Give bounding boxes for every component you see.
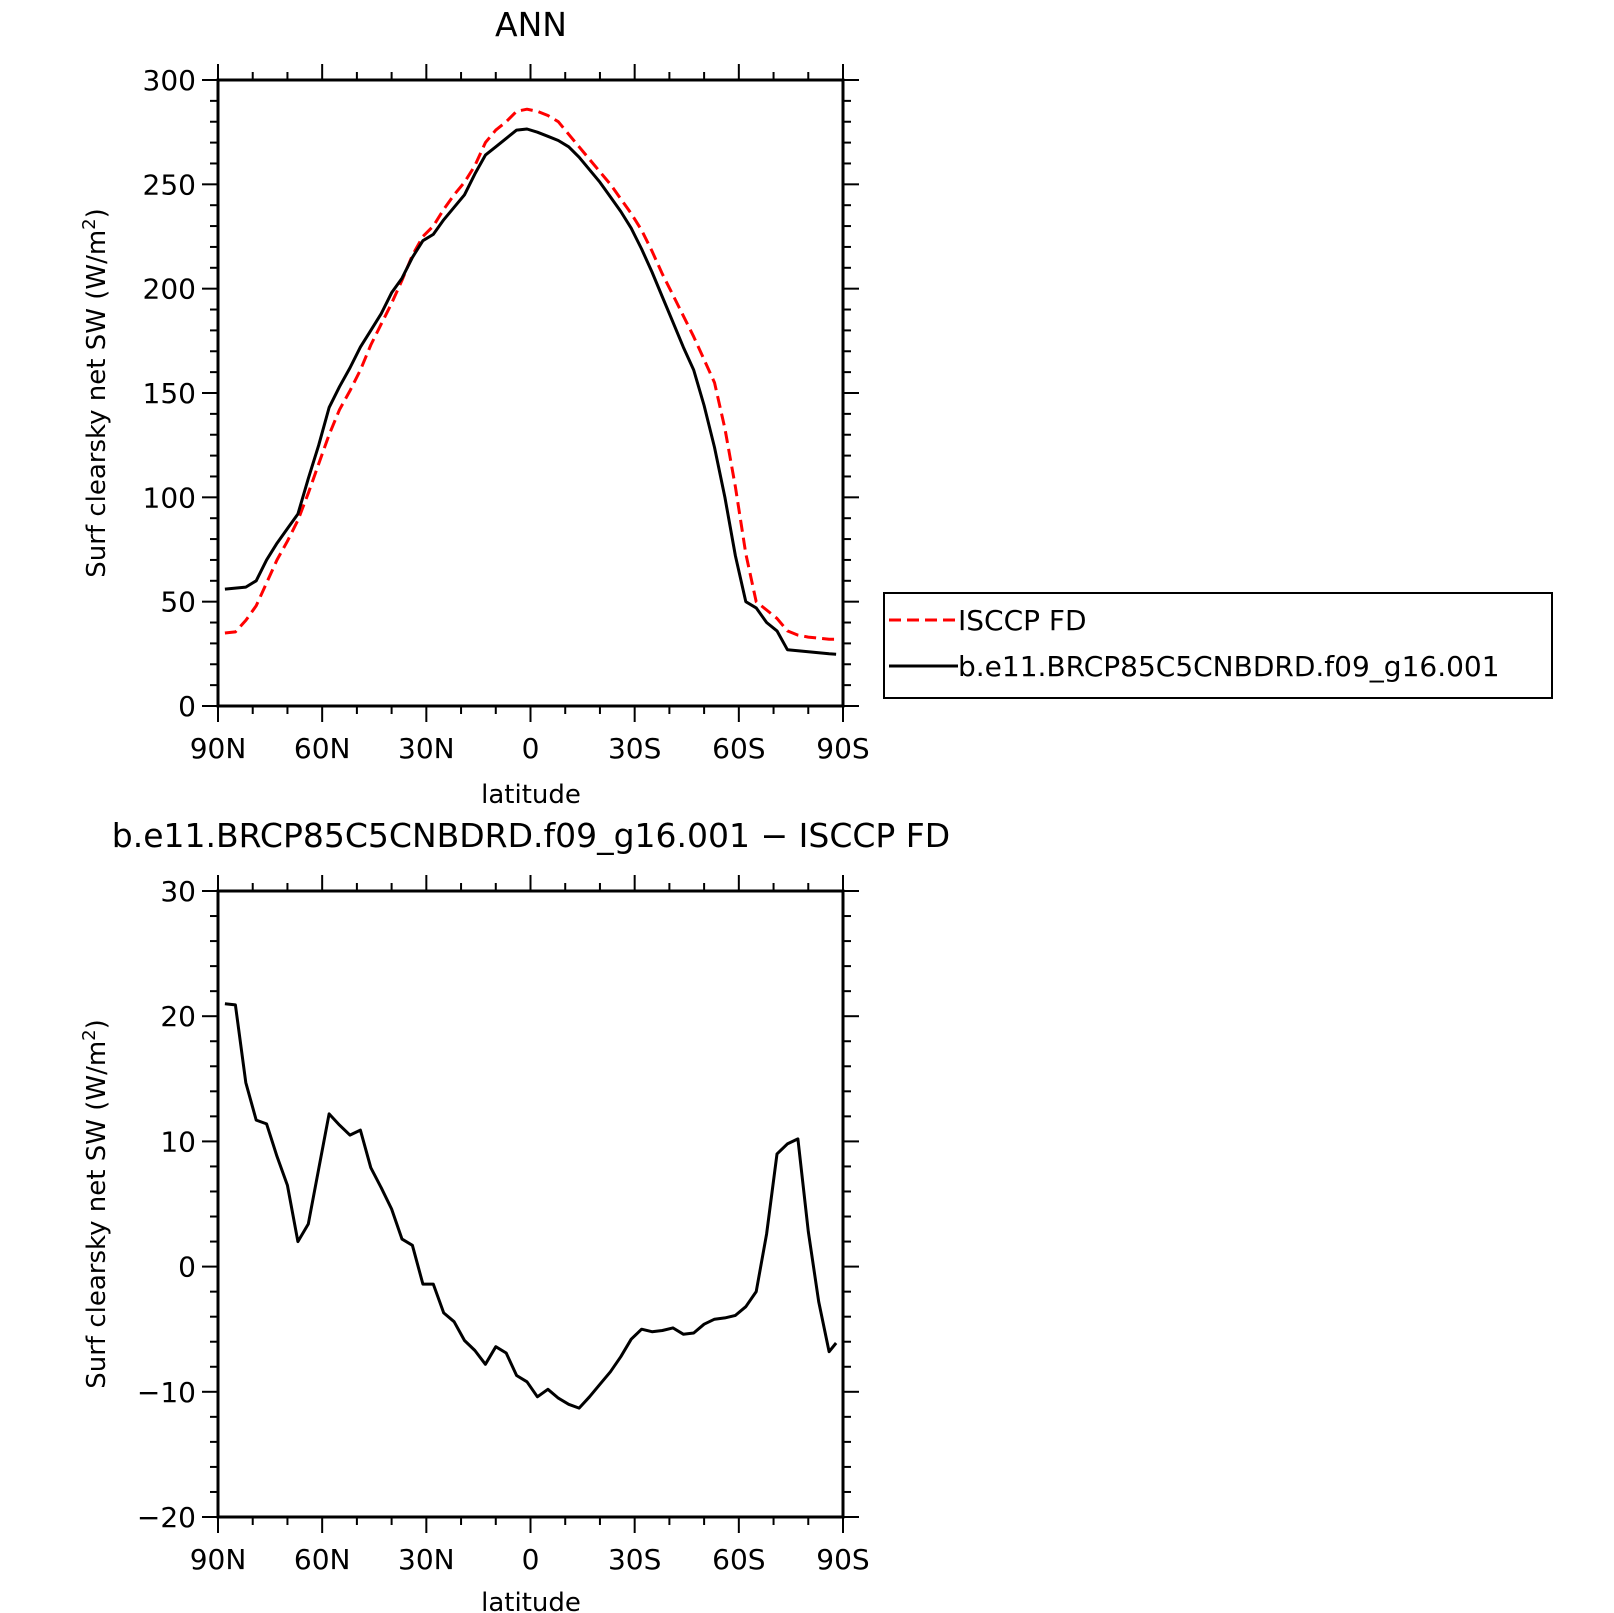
y-tick-label: 250 — [143, 168, 196, 201]
y-tick-label: 100 — [143, 481, 196, 514]
bottom-y-axis-label: Surf clearsky net SW (W/m2) — [79, 1019, 112, 1389]
bottom-x-axis-label: latitude — [481, 1588, 581, 1613]
bottom-axis-ticks: −20 −10 0 10 20 30 90N 60N 30N 0 30S 60S 90S — [137, 875, 870, 1576]
x-tick-label: 30N — [398, 1543, 455, 1576]
y-tick-label: −20 — [137, 1501, 196, 1534]
legend-box — [883, 592, 1553, 699]
x-tick-label: 90N — [190, 732, 247, 765]
x-tick-label: 90N — [190, 1543, 247, 1576]
x-tick-label: 0 — [522, 1543, 540, 1576]
x-tick-label: 60N — [294, 1543, 351, 1576]
y-tick-label: 0 — [178, 690, 196, 723]
x-tick-label: 30S — [608, 732, 661, 765]
bottom-plot-frame — [216, 889, 845, 1519]
y-tick-label: 30 — [160, 875, 196, 908]
x-tick-label: 30N — [398, 732, 455, 765]
x-tick-label: 30S — [608, 1543, 661, 1576]
x-tick-label: 90S — [816, 1543, 869, 1576]
y-tick-label: 150 — [143, 377, 196, 410]
legend-label-model: b.e11.BRCP85C5CNBDRD.f09_g16.001 — [958, 650, 1500, 683]
x-tick-label: 60S — [712, 732, 765, 765]
top-plot-series — [224, 107, 837, 656]
y-tick-label: 50 — [160, 586, 196, 619]
x-tick-label: 60N — [294, 732, 351, 765]
bottom-plot-series — [224, 1002, 838, 1410]
top-axis-ticks: 0 50 100 150 200 250 300 90N 60N 30N 0 30S 60S 90S — [143, 64, 870, 765]
y-tick-label: 0 — [178, 1251, 196, 1284]
top-y-axis-label: Surf clearsky net SW (W/m2) — [79, 208, 112, 578]
y-tick-label: 20 — [160, 1000, 196, 1033]
top-plot-frame — [216, 78, 845, 708]
top-chart-title: ANN — [495, 5, 567, 44]
x-tick-label: 60S — [712, 1543, 765, 1576]
y-tick-label: 300 — [143, 64, 196, 97]
series-line-isccp-fd — [224, 107, 837, 641]
top-panel: ANN 0 50 100 150 200 250 300 90N 60N 30N 0 30S 60S 90… — [79, 5, 1553, 810]
legend-label-isccp-fd: ISCCP FD — [958, 604, 1087, 637]
legend: ISCCP FD b.e11.BRCP85C5CNBDRD.f09_g16.00… — [883, 592, 1553, 699]
series-line-model — [224, 127, 837, 656]
top-x-axis-label: latitude — [481, 780, 581, 810]
x-tick-label: 0 — [522, 732, 540, 765]
bottom-chart-title: b.e11.BRCP85C5CNBDRD.f09_g16.001 − ISCCP… — [112, 816, 950, 855]
y-tick-label: 10 — [160, 1125, 196, 1158]
y-tick-label: −10 — [137, 1376, 196, 1409]
bottom-panel: b.e11.BRCP85C5CNBDRD.f09_g16.001 − ISCCP… — [79, 816, 950, 1613]
series-line-difference — [224, 1002, 838, 1410]
y-tick-label: 200 — [143, 273, 196, 306]
x-tick-label: 90S — [816, 732, 869, 765]
